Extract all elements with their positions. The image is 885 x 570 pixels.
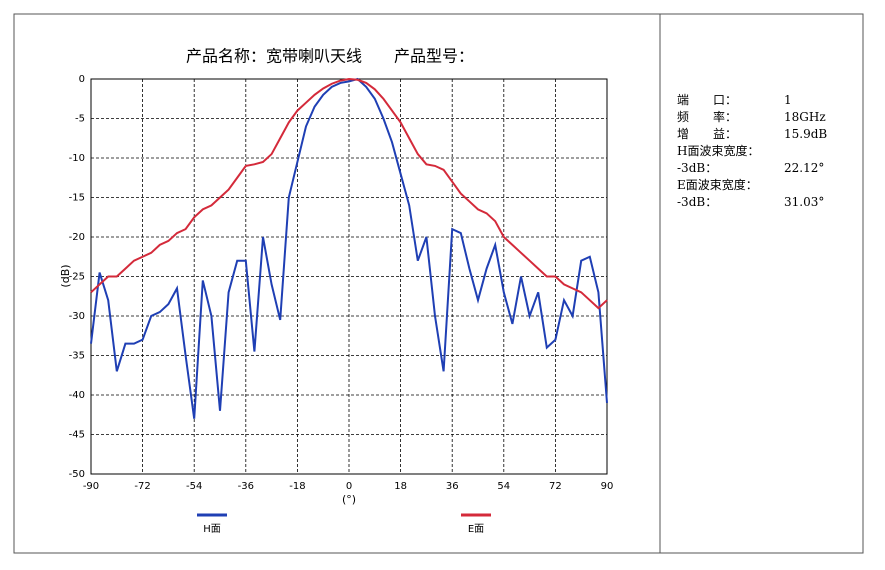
info-label: E面波束宽度： xyxy=(677,178,758,192)
x-tick-label: -90 xyxy=(83,481,99,492)
y-tick-label: -10 xyxy=(69,153,85,164)
info-row: -3dB： 31.03° xyxy=(677,194,827,211)
x-axis-label: (°) xyxy=(342,493,356,506)
info-row: E面波束宽度： xyxy=(677,177,827,194)
info-label: -3dB： xyxy=(677,195,718,209)
info-row: 频 率： 18GHz xyxy=(677,109,827,126)
x-tick-label: 90 xyxy=(601,481,614,492)
x-tick-label: -72 xyxy=(134,481,150,492)
info-label: 端 口： xyxy=(677,93,738,107)
y-tick-label: -5 xyxy=(75,114,85,125)
x-tick-label: 54 xyxy=(497,481,510,492)
y-tick-label: 0 xyxy=(79,74,85,85)
info-value: 31.03° xyxy=(784,195,825,209)
info-label: H面波束宽度： xyxy=(677,144,760,158)
info-value: 18GHz xyxy=(784,110,826,124)
legend-label: E面 xyxy=(468,524,484,535)
x-tick-label: -36 xyxy=(238,481,254,492)
y-tick-label: -25 xyxy=(69,272,85,283)
info-row: H面波束宽度： xyxy=(677,143,827,160)
info-row: 端 口： 1 xyxy=(677,92,827,109)
chart-title: 产品名称：宽带喇叭天线 产品型号： xyxy=(186,47,474,66)
side-panel: 端 口： 1 频 率： 18GHz 增 益： 15.9dB H面波束宽度： -3dB： 22.1… xyxy=(677,92,827,211)
info-label: 频 率： xyxy=(677,110,738,124)
info-value: 22.12° xyxy=(784,161,825,175)
series-line xyxy=(90,77,608,419)
info-value: 15.9dB xyxy=(784,127,828,141)
x-tick-label: 36 xyxy=(446,481,459,492)
x-tick-label: -18 xyxy=(289,481,305,492)
x-tick-label: -54 xyxy=(186,481,202,492)
frame xyxy=(13,13,864,554)
y-tick-label: -50 xyxy=(69,469,85,480)
y-tick-label: -15 xyxy=(69,193,85,204)
info-label: 增 益： xyxy=(677,127,738,141)
y-tick-label: -20 xyxy=(69,232,85,243)
y-tick-label: -45 xyxy=(69,430,85,441)
y-tick-label: -40 xyxy=(69,390,85,401)
series-line xyxy=(90,77,608,310)
x-tick-label: 18 xyxy=(394,481,407,492)
y-tick-label: -35 xyxy=(69,351,85,362)
legend-label: H面 xyxy=(203,524,221,535)
y-tick-label: -30 xyxy=(69,311,85,322)
info-label: -3dB： xyxy=(677,161,718,175)
y-axis-label: (dB) xyxy=(59,264,72,287)
x-tick-label: 72 xyxy=(549,481,562,492)
info-row: 增 益： 15.9dB xyxy=(677,126,827,143)
info-value: 1 xyxy=(784,93,792,107)
info-row: -3dB： 22.12° xyxy=(677,160,827,177)
x-tick-label: 0 xyxy=(346,481,352,492)
